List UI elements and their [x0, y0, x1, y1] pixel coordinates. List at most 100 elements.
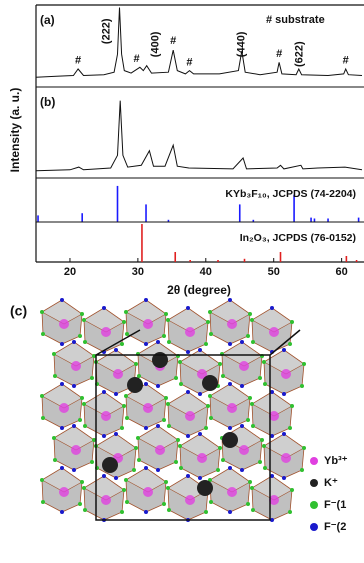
f-ion: [186, 350, 190, 354]
yb-ion: [143, 403, 153, 413]
yb-ion: [59, 487, 69, 497]
yb-ion: [239, 445, 249, 455]
yb-ion: [185, 411, 195, 421]
f-ion: [288, 510, 292, 514]
f-ion: [228, 466, 232, 470]
f-ion: [288, 342, 292, 346]
f-ion: [136, 436, 140, 440]
f-ion: [83, 424, 87, 428]
yb-ion: [71, 445, 81, 455]
f-ion: [72, 424, 76, 428]
f-ion: [166, 318, 170, 322]
reference-label: KYb₃F₁₀, JCPDS (74-2204): [225, 188, 356, 200]
f-ion: [209, 500, 213, 504]
f-ion: [40, 310, 44, 314]
f-ion: [290, 320, 294, 324]
yb-ion: [101, 411, 111, 421]
note: # substrate: [266, 14, 325, 26]
yb-ion: [227, 403, 237, 413]
f-ion: [290, 404, 294, 408]
f-ion: [144, 426, 148, 430]
substrate-marker: #: [186, 56, 192, 68]
figure: Intensity (a. u.) 2θ (degree) (c) 203040…: [0, 0, 364, 563]
f-ion: [228, 426, 232, 430]
f-ion: [114, 432, 118, 436]
f-ion: [166, 486, 170, 490]
f-ion: [302, 362, 306, 366]
substrate-marker: #: [276, 48, 282, 60]
f-ion: [80, 480, 84, 484]
f-ion: [221, 458, 225, 462]
yb-ion: [113, 369, 123, 379]
x-tick-label: 30: [132, 266, 144, 278]
f-ion: [198, 348, 202, 352]
f-ion: [144, 466, 148, 470]
f-ion: [240, 384, 244, 388]
f-ion: [282, 348, 286, 352]
f-ion: [80, 312, 84, 316]
f-ion: [60, 298, 64, 302]
panel-label: (c): [10, 303, 27, 319]
f-ion: [125, 500, 129, 504]
f-ion: [178, 360, 182, 364]
f-ion: [41, 332, 45, 336]
f-ion: [228, 510, 232, 514]
f-ion: [250, 402, 254, 406]
f-ion: [186, 434, 190, 438]
f-ion: [206, 404, 210, 408]
f-ion: [228, 382, 232, 386]
f-ion: [144, 298, 148, 302]
peak-label: (222): [101, 18, 113, 44]
x-tick-label: 60: [336, 266, 348, 278]
f-ion: [41, 416, 45, 420]
peak-label: (622): [293, 41, 305, 67]
x-tick-label: 50: [268, 266, 280, 278]
f-ion: [41, 500, 45, 504]
f-ion: [78, 502, 82, 506]
f-ion: [198, 432, 202, 436]
f-ion: [124, 394, 128, 398]
k-ion: [222, 432, 238, 448]
f-ion: [164, 480, 168, 484]
f-ion: [290, 488, 294, 492]
f-ion: [204, 342, 208, 346]
f-ion: [60, 382, 64, 386]
y-axis-label: Intensity (a. u.): [8, 88, 22, 173]
f-ion: [60, 466, 64, 470]
yb-ion: [71, 361, 81, 371]
f-ion: [186, 474, 190, 478]
substrate-marker: #: [133, 53, 139, 65]
f-ion: [166, 402, 170, 406]
f-ion: [162, 418, 166, 422]
f-ion: [122, 320, 126, 324]
f-ion: [90, 376, 94, 380]
peak-label: (440): [236, 31, 248, 57]
f-ion: [53, 458, 57, 462]
k-ion: [102, 457, 118, 473]
f-ion: [124, 478, 128, 482]
f-ion: [246, 502, 250, 506]
f-ion: [137, 374, 141, 378]
f-ion: [198, 476, 202, 480]
f-ion: [144, 510, 148, 514]
f-ion: [218, 362, 222, 366]
f-ion: [221, 374, 225, 378]
f-ion: [164, 396, 168, 400]
f-ion: [114, 476, 118, 480]
f-ion: [114, 392, 118, 396]
f-ion: [240, 340, 244, 344]
f-ion: [246, 334, 250, 338]
f-ion: [156, 424, 160, 428]
f-ion: [176, 438, 180, 442]
f-ion: [216, 468, 220, 472]
f-ion: [120, 342, 124, 346]
f-ion: [248, 480, 252, 484]
f-ion: [248, 312, 252, 316]
x-axis-label: 2θ (degree): [167, 283, 231, 297]
f-ion: [122, 488, 126, 492]
f-ion: [134, 362, 138, 366]
f-ion: [282, 476, 286, 480]
legend-swatch: [310, 523, 318, 531]
k-ion: [197, 480, 213, 496]
yb-ion: [227, 487, 237, 497]
